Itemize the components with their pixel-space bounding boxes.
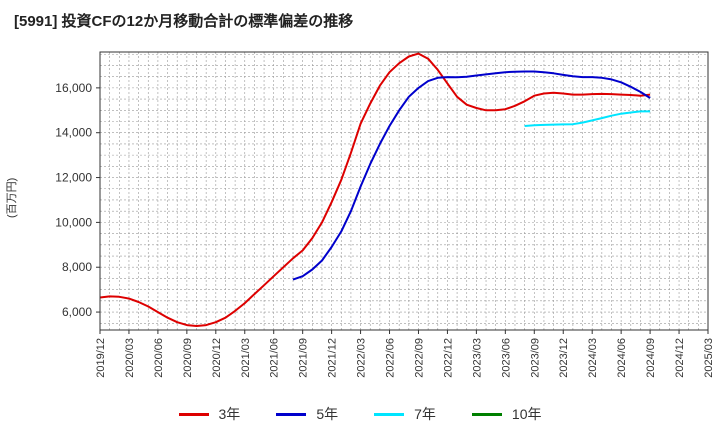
legend-swatch [276,412,307,416]
legend-item: 7年 [374,404,436,424]
series-line-3年 [99,52,651,327]
series-line-5年 [292,70,651,281]
y-tick-label: 10,000 [55,215,92,229]
x-tick-label: 2023/09 [529,338,541,378]
grid-lines [100,52,708,330]
x-tick-label: 2020/09 [182,338,194,378]
x-tick-label: 2024/06 [616,338,628,378]
x-tick-label: 2023/03 [471,338,483,378]
x-tick-label: 2022/03 [356,338,368,378]
plot-frame [99,51,709,331]
x-tick-label: 2022/12 [442,338,454,378]
legend-swatch [178,412,209,416]
y-tick-label: 12,000 [55,171,92,185]
x-tick-label: 2021/12 [327,338,339,378]
x-tick-label: 2020/06 [153,338,165,378]
x-tick-label: 2021/09 [298,338,310,378]
x-tick-label: 2023/06 [500,338,512,378]
x-tick-label: 2023/12 [558,338,570,378]
x-tick-label: 2019/12 [95,338,107,378]
legend-swatch [471,412,502,416]
x-tick-label: 2022/09 [413,338,425,378]
x-tick-label: 2021/03 [240,338,252,378]
x-tick-label: 2024/03 [587,338,599,378]
legend-swatch [374,412,405,416]
series-line-7年 [524,110,651,127]
y-axis-ticks: 6,000 8,000 10,000 12,000 14,000 16,000 [55,81,100,319]
x-tick-label: 2022/06 [385,338,397,378]
y-tick-label: 16,000 [55,81,92,95]
legend-item: 3年 [178,404,241,424]
x-tick-label: 2024/12 [674,338,686,378]
series-lines [99,52,651,327]
y-tick-label: 14,000 [55,126,92,140]
chart-title: [5991] 投資CFの12か月移動合計の標準偏差の推移 [14,13,354,30]
x-tick-label: 2025/03 [703,338,715,378]
legend: 3年 5年 7年 10年 [0,404,720,424]
legend-item: 5年 [276,404,338,424]
legend-label: 5年 [316,406,339,422]
x-tick-label: 2024/09 [645,338,657,378]
y-tick-label: 8,000 [62,260,92,274]
legend-label: 10年 [511,406,542,422]
x-tick-label: 2020/12 [211,338,223,378]
legend-label: 7年 [414,406,436,422]
x-axis-ticks: 2019/12 2020/03 2020/06 2020/09 2020/12 2021/… [95,330,715,378]
legend-label: 3年 [218,406,241,422]
y-tick-label: 6,000 [62,305,92,319]
x-tick-label: 2021/06 [269,338,281,378]
x-tick-label: 2020/03 [124,338,136,378]
legend-item: 10年 [471,404,542,424]
